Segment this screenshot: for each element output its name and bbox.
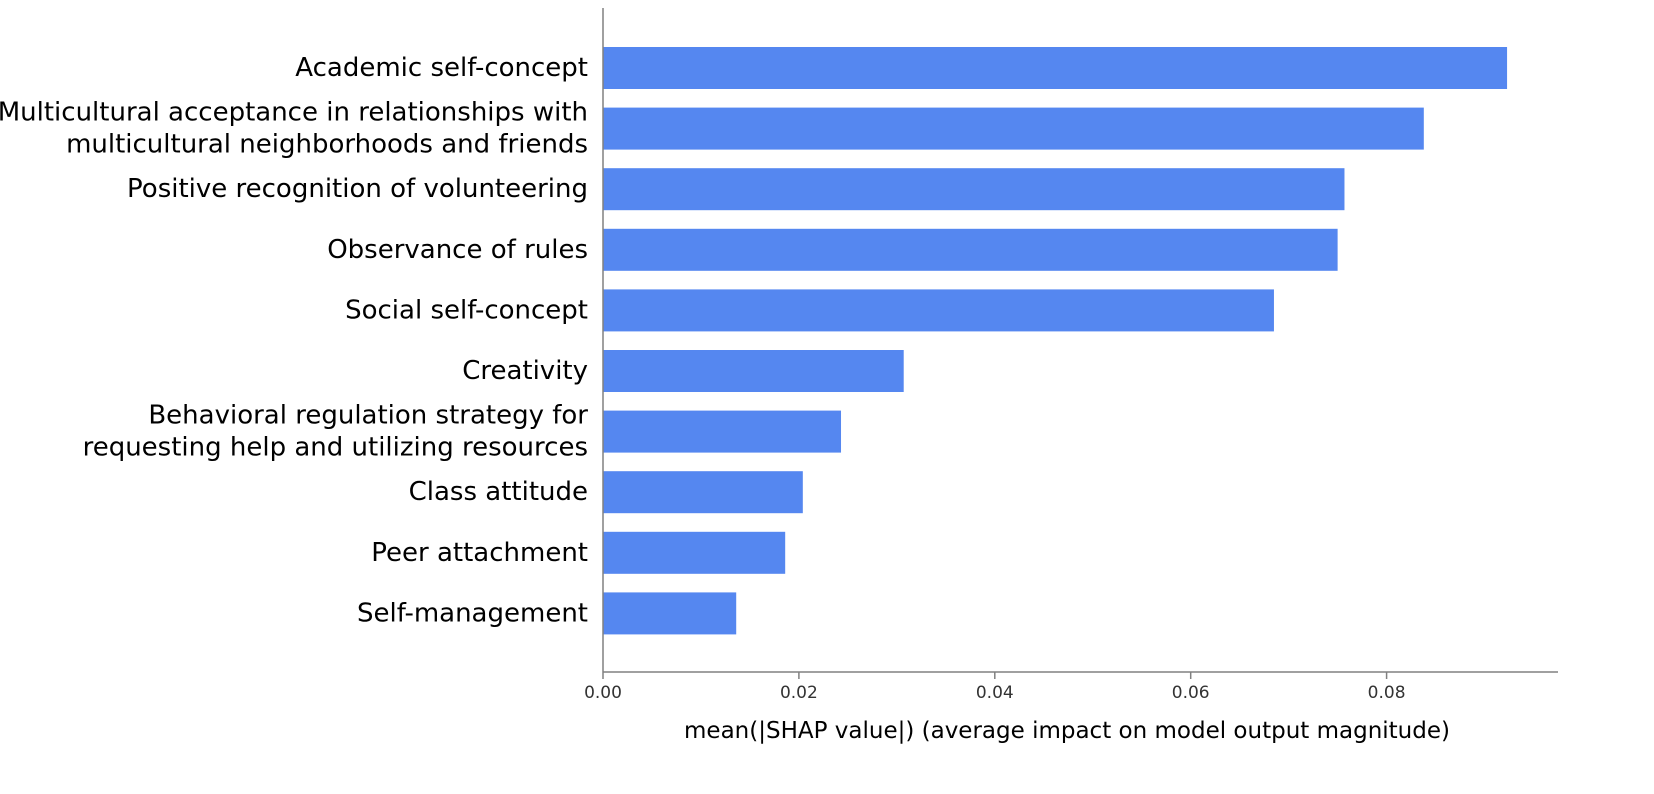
category-label-5: Creativity [462,356,588,386]
category-label-3: Observance of rules [327,235,588,265]
bars-group [603,47,1508,635]
x-tick-label-4: 0.08 [1368,683,1406,703]
bar-8 [603,531,786,574]
bar-3 [603,228,1338,271]
x-tick-label-1: 0.02 [780,683,818,703]
category-label-2: Positive recognition of volunteering [127,174,588,204]
category-label-4: Social self-concept [345,295,588,325]
x-tick-label-0: 0.00 [584,683,622,703]
bar-4 [603,289,1274,332]
category-label-1-line-0: Multicultural acceptance in relationship… [0,98,588,128]
category-label-6-line-0: Behavioral regulation strategy for [148,401,588,431]
bar-6 [603,410,842,453]
bar-9 [603,592,737,635]
category-label-7: Class attitude [409,477,588,507]
category-label-1-line-1: multicultural neighborhoods and friends [66,130,588,160]
category-label-9: Self-management [357,598,588,628]
bar-7 [603,471,803,514]
category-label-8: Peer attachment [371,538,588,568]
bar-5 [603,350,904,392]
category-labels-group: Academic self-concept Multicultural accep… [0,53,588,628]
x-axis-title: mean(|SHAP value|) (average impact on mo… [684,718,1450,744]
category-label-6-line-1: requesting help and utilizing resources [83,433,588,463]
category-label-0: Academic self-concept [295,53,588,83]
x-tick-label-3: 0.06 [1172,683,1210,703]
bar-0 [603,47,1508,89]
x-tick-label-2: 0.04 [976,683,1014,703]
x-ticks-group: 0.00 0.02 0.04 0.06 0.08 [584,672,1406,703]
bar-2 [603,168,1345,211]
bar-1 [603,107,1424,150]
